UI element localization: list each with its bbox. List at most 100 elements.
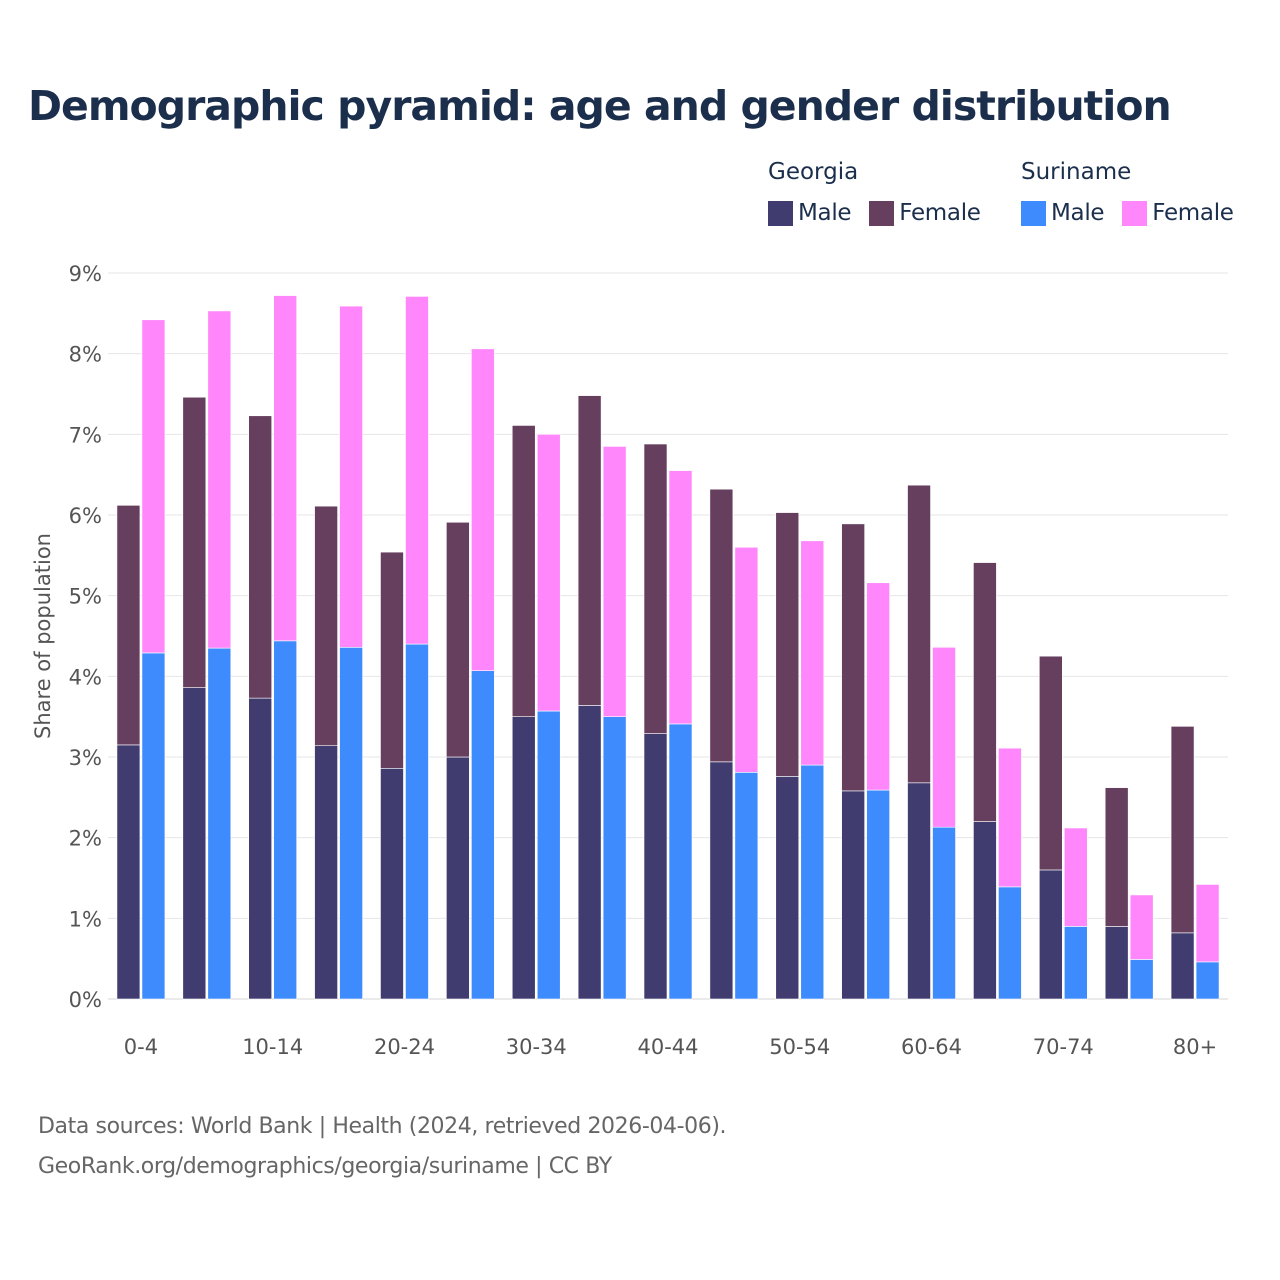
legend-group-title: Georgia	[768, 159, 859, 185]
bar-suriname-female-50-54[interactable]	[800, 540, 825, 766]
bar-suriname-female-20-24[interactable]	[405, 296, 429, 645]
y-tick-label: 3%	[69, 746, 102, 770]
bar-suriname-male-5-9[interactable]	[207, 647, 232, 1000]
x-tick-label: 70-74	[1033, 1035, 1094, 1059]
y-tick-label: 9%	[69, 262, 102, 286]
bar-suriname-male-45-49[interactable]	[734, 772, 759, 1000]
bar-georgia-female-10-14[interactable]	[248, 415, 273, 699]
bar-suriname-male-40-44[interactable]	[668, 723, 693, 1000]
bar-suriname-male-10-14[interactable]	[273, 640, 298, 1000]
bar-georgia-female-45-49[interactable]	[709, 488, 734, 763]
bar-suriname-male-25-29[interactable]	[471, 670, 495, 1000]
legend-label: Male	[1051, 200, 1105, 226]
bar-georgia-male-75-79[interactable]	[1104, 926, 1129, 1000]
bar-suriname-male-70-74[interactable]	[1063, 926, 1088, 1000]
bar-suriname-male-65-69[interactable]	[998, 886, 1022, 1000]
bar-suriname-female-10-14[interactable]	[273, 295, 298, 642]
x-axis-ticks: 0-4 10-14 20-24 30-34 40-44 50-54 60-64 70-74 80…	[124, 1035, 1217, 1059]
y-tick-label: 7%	[69, 423, 102, 447]
bar-suriname-female-75-79[interactable]	[1129, 894, 1154, 960]
bar-suriname-female-35-39[interactable]	[602, 446, 627, 717]
bar-suriname-male-80+[interactable]	[1195, 961, 1220, 1000]
bar-georgia-male-35-39[interactable]	[577, 705, 602, 1000]
legend-item-georgia-female[interactable]: Female	[869, 198, 981, 228]
bar-suriname-male-50-54[interactable]	[800, 764, 825, 1000]
legend-group-suriname: Suriname Male Female	[1021, 156, 1234, 228]
bar-georgia-male-50-54[interactable]	[775, 776, 800, 1000]
bar-georgia-female-55-59[interactable]	[841, 523, 865, 792]
bar-suriname-male-15-19[interactable]	[339, 646, 363, 1000]
bar-georgia-male-40-44[interactable]	[643, 733, 668, 1000]
bar-georgia-male-20-24[interactable]	[380, 767, 404, 1000]
bar-suriname-female-0-4[interactable]	[141, 319, 166, 654]
legend-swatch	[1122, 200, 1148, 226]
bar-suriname-female-80+[interactable]	[1195, 884, 1220, 963]
y-tick-label: 6%	[69, 504, 102, 528]
bar-georgia-female-80+[interactable]	[1170, 726, 1195, 934]
bar-georgia-male-30-34[interactable]	[511, 716, 536, 1000]
bar-georgia-female-65-69[interactable]	[973, 562, 997, 822]
bar-georgia-male-45-49[interactable]	[709, 761, 734, 1000]
bar-georgia-female-5-9[interactable]	[182, 396, 207, 688]
bar-georgia-female-30-34[interactable]	[511, 425, 536, 717]
chart-title: Demographic pyramid: age and gender dist…	[28, 82, 1172, 130]
x-tick-label: 60-64	[901, 1035, 962, 1059]
legend-item-suriname-male[interactable]: Male	[1021, 198, 1105, 228]
bar-suriname-female-40-44[interactable]	[668, 470, 693, 725]
bar-suriname-male-35-39[interactable]	[602, 716, 627, 1000]
bar-suriname-female-45-49[interactable]	[734, 546, 759, 773]
bar-georgia-male-15-19[interactable]	[314, 745, 338, 1000]
bar-georgia-male-25-29[interactable]	[446, 756, 470, 1000]
legend-item-georgia-male[interactable]: Male	[768, 198, 852, 228]
bar-suriname-male-20-24[interactable]	[405, 643, 429, 1000]
bar-georgia-male-0-4[interactable]	[116, 744, 141, 1000]
bar-suriname-female-55-59[interactable]	[866, 582, 890, 791]
bar-georgia-female-25-29[interactable]	[446, 521, 470, 758]
bar-suriname-female-25-29[interactable]	[471, 348, 495, 671]
y-tick-label: 1%	[69, 907, 102, 931]
bar-suriname-female-15-19[interactable]	[339, 305, 363, 648]
bar-georgia-female-35-39[interactable]	[577, 395, 602, 706]
y-tick-label: 5%	[69, 585, 102, 609]
bar-suriname-male-75-79[interactable]	[1129, 959, 1154, 1000]
x-tick-label: 50-54	[769, 1035, 830, 1059]
bar-suriname-female-60-64[interactable]	[932, 646, 956, 828]
source-line-2[interactable]: GeoRank.org/demographics/georgia/surinam…	[38, 1154, 612, 1179]
bar-suriname-female-5-9[interactable]	[207, 310, 232, 649]
bar-georgia-female-70-74[interactable]	[1038, 655, 1063, 871]
bar-suriname-female-30-34[interactable]	[536, 434, 561, 712]
bar-georgia-male-60-64[interactable]	[907, 782, 931, 1000]
bar-georgia-female-0-4[interactable]	[116, 505, 141, 746]
bar-georgia-male-65-69[interactable]	[973, 821, 997, 1000]
legend-swatch	[1021, 200, 1046, 226]
y-tick-label: 0%	[69, 988, 102, 1012]
bar-suriname-male-30-34[interactable]	[536, 710, 561, 1000]
bar-georgia-female-15-19[interactable]	[314, 505, 338, 747]
bar-suriname-male-60-64[interactable]	[932, 826, 956, 1000]
bar-suriname-male-55-59[interactable]	[866, 789, 890, 1000]
bar-georgia-male-10-14[interactable]	[248, 697, 273, 1000]
bar-suriname-female-65-69[interactable]	[998, 747, 1022, 888]
chart-plot: 0% 1% 2% 3% 4% 5% 6% 7% 8% 9% 0-4 10-14 20-24 30-34 4…	[31, 262, 1228, 1059]
legend-item-suriname-female[interactable]: Female	[1122, 198, 1234, 228]
legend-group-title: Suriname	[1021, 159, 1132, 185]
legend-group-georgia: Georgia Male Female	[768, 156, 981, 228]
bar-georgia-female-50-54[interactable]	[775, 512, 800, 777]
bar-georgia-female-60-64[interactable]	[907, 484, 931, 784]
legend-label: Female	[1152, 200, 1234, 226]
bar-suriname-male-0-4[interactable]	[141, 652, 166, 1000]
legend-label: Male	[798, 200, 852, 226]
bar-georgia-male-55-59[interactable]	[841, 790, 865, 1000]
bar-georgia-male-80+[interactable]	[1170, 932, 1195, 1000]
bar-georgia-male-5-9[interactable]	[182, 687, 207, 1000]
bar-georgia-female-75-79[interactable]	[1104, 787, 1129, 927]
y-tick-label: 4%	[69, 665, 102, 689]
bar-georgia-female-20-24[interactable]	[380, 551, 404, 769]
bar-suriname-female-70-74[interactable]	[1063, 827, 1088, 927]
bar-georgia-female-40-44[interactable]	[643, 443, 668, 734]
x-tick-label: 20-24	[374, 1035, 435, 1059]
y-axis-label: Share of population	[31, 533, 55, 739]
legend-swatch	[768, 200, 793, 226]
bar-georgia-male-70-74[interactable]	[1038, 869, 1063, 1000]
x-tick-label: 40-44	[637, 1035, 698, 1059]
